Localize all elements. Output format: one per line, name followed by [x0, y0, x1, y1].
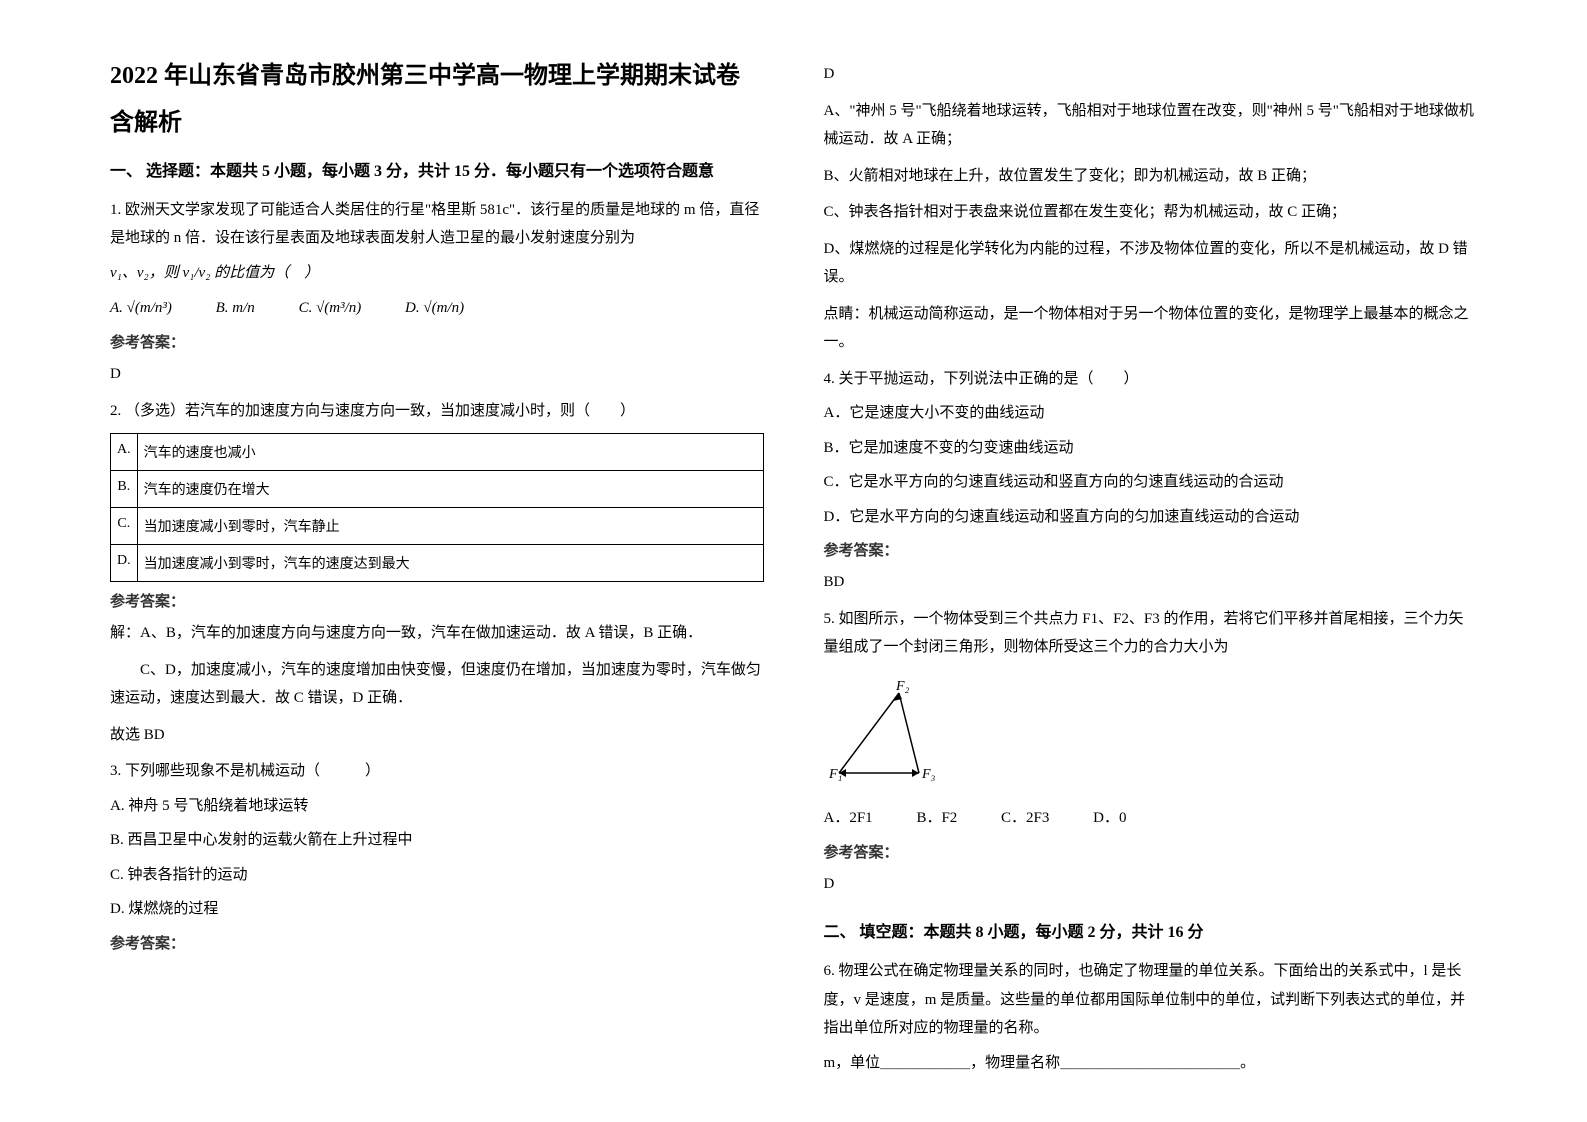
q5-optC: C．2F3 — [1001, 803, 1049, 833]
q1-answer-label: 参考答案： — [110, 331, 764, 352]
q2-optB-text: 汽车的速度仍在增大 — [137, 471, 763, 508]
exam-title-line1: 2022 年山东省青岛市胶州第三中学高一物理上学期期末试卷 — [110, 60, 764, 94]
q4-answer-label: 参考答案： — [824, 539, 1478, 560]
q5-answer-label: 参考答案： — [824, 841, 1478, 862]
q5-optA: A．2F1 — [824, 803, 873, 833]
exam-title-line2: 含解析 — [110, 102, 764, 137]
triangle-diagram: F₁ F₂ F₃ — [824, 678, 964, 788]
q2-optC-label: C. — [111, 508, 138, 545]
q4-optB: B．它是加速度不变的匀变速曲线运动 — [824, 434, 1478, 463]
table-row: B. 汽车的速度仍在增大 — [111, 471, 764, 508]
q3-text: 3. 下列哪些现象不是机械运动（ ） — [110, 757, 764, 786]
q2-optC-text: 当加速度减小到零时，汽车静止 — [137, 508, 763, 545]
q2-optD-text: 当加速度减小到零时，汽车的速度达到最大 — [137, 545, 763, 582]
right-column: D A、"神州 5 号"飞船绕着地球运转，飞船相对于地球位置在改变，则"神州 5… — [794, 60, 1508, 1062]
q1-formula: v₁、v₂，则 v₁/v₂ 的比值为（ ） — [110, 259, 764, 288]
q3-explainA: A、"神州 5 号"飞船绕着地球运转，飞船相对于地球位置在改变，则"神州 5 号… — [824, 97, 1478, 154]
q2-optA-label: A. — [111, 434, 138, 471]
q2-optD-label: D. — [111, 545, 138, 582]
q3-optB: B. 西昌卫星中心发射的运载火箭在上升过程中 — [110, 826, 764, 855]
q4-text: 4. 关于平抛运动，下列说法中正确的是（ ） — [824, 365, 1478, 394]
left-column: 2022 年山东省青岛市胶州第三中学高一物理上学期期末试卷 含解析 一、 选择题… — [80, 60, 794, 1062]
q5-optB: B．F2 — [916, 803, 957, 833]
q4-optD: D．它是水平方向的匀速直线运动和竖直方向的匀加速直线运动的合运动 — [824, 503, 1478, 532]
q2-text: 2. （多选）若汽车的加速度方向与速度方向一致，当加速度减小时，则（ ） — [110, 397, 764, 426]
f3-label: F₃ — [921, 767, 936, 782]
q2-answer-label: 参考答案： — [110, 590, 764, 611]
f1-label: F₁ — [828, 767, 842, 782]
q3-optA: A. 神舟 5 号飞船绕着地球运转 — [110, 792, 764, 821]
q3-optC: C. 钟表各指针的运动 — [110, 861, 764, 890]
q4-answer: BD — [824, 568, 1478, 597]
q3-explainC: C、钟表各指针相对于表盘来说位置都在发生变化；帮为机械运动，故 C 正确； — [824, 198, 1478, 227]
q6-fill: m，单位＿＿＿＿＿＿，物理量名称＿＿＿＿＿＿＿＿＿＿＿＿。 — [824, 1049, 1478, 1078]
q3-answer: D — [824, 60, 1478, 89]
q2-optA-text: 汽车的速度也减小 — [137, 434, 763, 471]
q2-options-table: A. 汽车的速度也减小 B. 汽车的速度仍在增大 C. 当加速度减小到零时，汽车… — [110, 433, 764, 582]
q2-explain3: 故选 BD — [110, 721, 764, 750]
q1-options: A. √(m/n³) B. m/n C. √(m³/n) D. √(m/n) — [110, 293, 764, 323]
q3-answer-label: 参考答案： — [110, 932, 764, 953]
table-row: C. 当加速度减小到零时，汽车静止 — [111, 508, 764, 545]
q1-optC: C. √(m³/n) — [299, 293, 362, 323]
q5-optD: D．0 — [1093, 803, 1126, 833]
q1-optA: A. √(m/n³) — [110, 293, 172, 323]
q1-answer: D — [110, 360, 764, 389]
q5-options: A．2F1 B．F2 C．2F3 D．0 — [824, 803, 1478, 833]
q1-optD: D. √(m/n) — [405, 293, 464, 323]
q4-optC: C．它是水平方向的匀速直线运动和竖直方向的匀速直线运动的合运动 — [824, 468, 1478, 497]
table-row: D. 当加速度减小到零时，汽车的速度达到最大 — [111, 545, 764, 582]
f2-label: F₂ — [895, 679, 910, 694]
q2-explain2: C、D，加速度减小，汽车的速度增加由快变慢，但速度仍在增加，当加速度为零时，汽车… — [110, 656, 764, 713]
q2-optB-label: B. — [111, 471, 138, 508]
q3-explainB: B、火箭相对地球在上升，故位置发生了变化；即为机械运动，故 B 正确； — [824, 162, 1478, 191]
q5-text: 5. 如图所示，一个物体受到三个共点力 F1、F2、F3 的作用，若将它们平移并… — [824, 605, 1478, 662]
q5-answer: D — [824, 870, 1478, 899]
q1-optB: B. m/n — [216, 293, 255, 323]
q1-text: 1. 欧洲天文学家发现了可能适合人类居住的行星"格里斯 581c"．该行星的质量… — [110, 196, 764, 253]
q6-text: 6. 物理公式在确定物理量关系的同时，也确定了物理量的单位关系。下面给出的关系式… — [824, 957, 1478, 1043]
q3-optD: D. 煤燃烧的过程 — [110, 895, 764, 924]
q2-explain1: 解：A、B，汽车的加速度方向与速度方向一致，汽车在做加速运动．故 A 错误，B … — [110, 619, 764, 648]
q4-optA: A．它是速度大小不变的曲线运动 — [824, 399, 1478, 428]
section1-heading: 一、 选择题：本题共 5 小题，每小题 3 分，共计 15 分．每小题只有一个选… — [110, 157, 764, 181]
section2-heading: 二、 填空题：本题共 8 小题，每小题 2 分，共计 16 分 — [824, 918, 1478, 942]
q3-explainD: D、煤燃烧的过程是化学转化为内能的过程，不涉及物体位置的变化，所以不是机械运动，… — [824, 235, 1478, 292]
q3-tip: 点睛：机械运动简称运动，是一个物体相对于另一个物体位置的变化，是物理学上最基本的… — [824, 300, 1478, 357]
table-row: A. 汽车的速度也减小 — [111, 434, 764, 471]
